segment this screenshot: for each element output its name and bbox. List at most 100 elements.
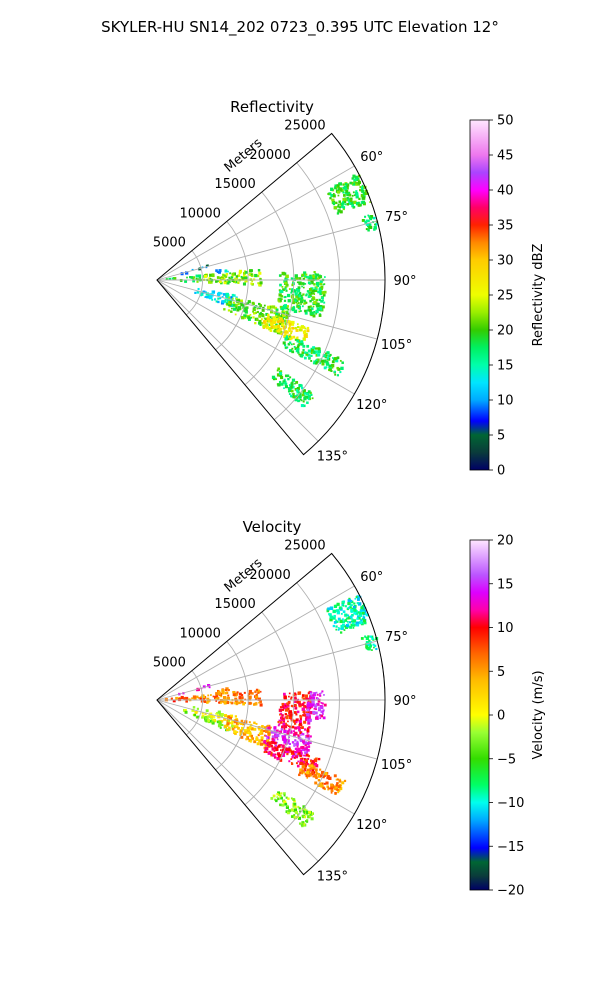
- data-cell: [240, 726, 244, 730]
- data-cell: [339, 359, 342, 362]
- data-cell: [310, 773, 313, 776]
- data-cell: [316, 350, 319, 353]
- data-cell: [217, 710, 221, 714]
- data-cell: [322, 293, 326, 297]
- data-cell: [304, 714, 308, 717]
- data-cell: [372, 643, 375, 646]
- radial-tick-label: 20000: [249, 568, 290, 583]
- data-cell: [295, 276, 299, 280]
- data-cell: [290, 698, 292, 700]
- data-cell: [287, 336, 290, 339]
- data-cell: [206, 295, 209, 299]
- data-cell: [317, 350, 321, 354]
- data-cell: [311, 768, 315, 772]
- data-cell: [224, 691, 227, 695]
- data-cell: [296, 718, 299, 721]
- data-cell: [302, 821, 305, 824]
- data-cell: [330, 193, 334, 198]
- data-cell: [371, 649, 373, 651]
- data-cell: [233, 690, 236, 694]
- data-cell: [235, 721, 239, 725]
- data-cell: [354, 598, 357, 600]
- data-cell: [228, 280, 231, 284]
- data-cell: [364, 635, 367, 638]
- data-cell: [293, 802, 297, 806]
- colorbar-tick-label: 50: [497, 114, 514, 129]
- data-cell: [310, 703, 313, 706]
- data-cell: [314, 694, 317, 697]
- data-cell: [263, 726, 267, 730]
- data-cell: [342, 200, 344, 203]
- data-cell: [267, 751, 271, 755]
- data-cell: [203, 700, 207, 703]
- data-cell: [276, 756, 280, 761]
- data-cell: [192, 277, 195, 280]
- data-cell: [230, 276, 234, 279]
- data-cell: [285, 810, 289, 814]
- data-cell: [365, 228, 368, 231]
- angle-tick-label: 60°: [360, 570, 383, 585]
- data-cell: [284, 385, 288, 389]
- data-cell: [286, 811, 290, 815]
- data-cell: [373, 226, 377, 230]
- radial-tick-label: 25000: [284, 538, 325, 553]
- data-cell: [281, 323, 285, 327]
- data-cell: [306, 329, 310, 333]
- data-cell: [333, 621, 337, 624]
- data-cell: [315, 362, 318, 365]
- data-cell: [295, 300, 297, 302]
- data-cell: [209, 280, 213, 284]
- data-cell: [294, 338, 297, 341]
- data-cell: [274, 798, 277, 801]
- data-cell: [306, 717, 310, 720]
- data-cell: [249, 738, 253, 742]
- data-cell: [260, 731, 264, 735]
- data-cell: [243, 274, 246, 277]
- data-cell: [342, 620, 345, 624]
- data-cell: [316, 303, 320, 308]
- angle-tick-label: 75°: [385, 630, 408, 645]
- data-cell: [320, 774, 324, 778]
- data-cell: [216, 276, 220, 279]
- data-cell: [299, 398, 302, 401]
- data-cell: [191, 268, 194, 271]
- radial-tick-label: 10000: [180, 206, 221, 221]
- data-cell: [293, 753, 295, 755]
- data-cell: [221, 689, 225, 693]
- data-cell: [258, 728, 261, 731]
- data-cell: [349, 621, 352, 624]
- data-cell: [300, 404, 304, 408]
- data-cell: [221, 691, 225, 695]
- data-cell: [253, 703, 256, 706]
- data-cell: [282, 311, 285, 314]
- data-cell: [278, 719, 281, 722]
- data-cell: [325, 362, 330, 366]
- data-cell: [289, 349, 293, 353]
- data-cell: [283, 331, 285, 334]
- data-cell: [285, 320, 288, 323]
- data-cell: [264, 317, 268, 321]
- data-cell: [322, 354, 326, 358]
- data-cell: [303, 389, 306, 392]
- data-cell: [315, 771, 318, 774]
- data-cell: [341, 600, 345, 604]
- data-cell: [228, 296, 231, 299]
- data-cell: [348, 198, 351, 202]
- data-cell: [315, 312, 318, 315]
- data-cell: [234, 280, 238, 284]
- data-cell: [215, 700, 218, 702]
- data-cell: [312, 775, 315, 778]
- data-cell: [305, 273, 308, 276]
- data-cell: [356, 595, 360, 599]
- data-cell: [283, 299, 287, 302]
- data-cell: [279, 374, 282, 376]
- data-cell: [296, 701, 300, 704]
- colorbar-tick-label: 5: [497, 665, 505, 680]
- data-cell: [276, 796, 279, 799]
- data-cell: [351, 177, 354, 180]
- data-cell: [349, 197, 353, 201]
- data-cell: [277, 319, 281, 323]
- data-cell: [226, 719, 229, 722]
- data-cell: [344, 187, 348, 191]
